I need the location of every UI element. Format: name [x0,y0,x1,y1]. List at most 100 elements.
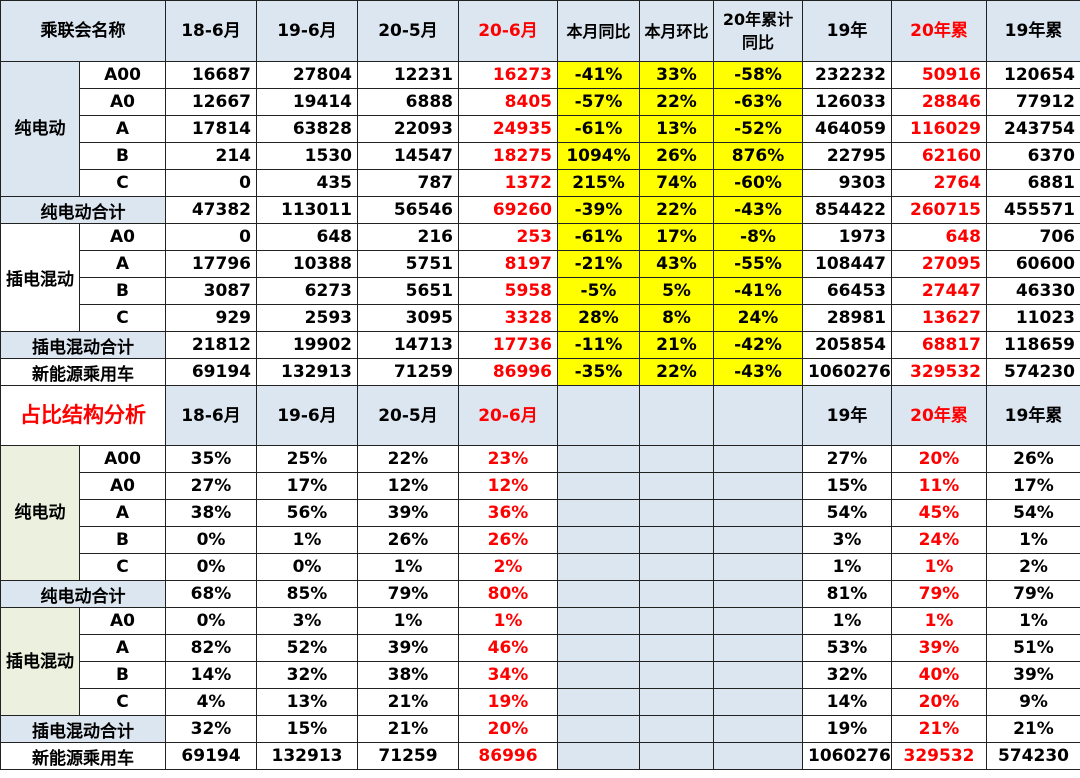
data-cell: 86996 [458,742,558,770]
segment-label: A0 [79,607,166,635]
data-cell: 26% [458,526,558,554]
table-row: B 14% 32% 38% 34% 32% 40% 39% [1,661,1080,689]
group-label-phev: 插电混动 [0,223,80,332]
data-cell: 21% [986,715,1080,743]
data-cell: 3328 [458,304,558,332]
data-cell: 9303 [802,169,892,197]
data-cell: -11% [557,331,640,359]
segment-label: B [79,526,166,554]
table-row: 新能源乘用车 69194 132913 71259 86996 -35% 22% -43% 10… [0,358,1080,386]
table-row: 纯电动 A00 35% 25% 22% 23% 27% 20% 26% [0,445,1080,581]
column-header: 19年累 [986,385,1080,446]
data-cell: 20% [891,688,987,716]
data-cell: 19414 [256,88,358,116]
segment-label: A [79,115,166,143]
data-cell: 1530 [256,142,358,170]
data-cell: 17796 [165,250,257,278]
data-cell: -55% [713,250,803,278]
blank-cell [713,661,803,689]
data-cell: 1% [891,553,987,581]
table-row: A 17796 10388 5751 8197 -21% 43% -55% 108447 2709… [1,250,1080,278]
data-cell: 47382 [165,196,257,224]
table-row: A0 27% 17% 12% 12% 15% 11% 17% [1,472,1080,500]
data-cell: 86996 [458,358,558,386]
data-cell: 8197 [458,250,558,278]
data-cell: 232232 [802,61,892,89]
data-cell: 21% [891,715,987,743]
data-cell: 118659 [986,331,1080,359]
data-cell: 1372 [458,169,558,197]
column-header: 18-6月 [165,0,257,62]
data-cell: 32% [165,715,257,743]
data-cell: 68% [165,580,257,608]
data-cell: 1% [986,526,1080,554]
data-cell: 34% [458,661,558,689]
data-cell: 43% [639,250,714,278]
data-cell: 74% [639,169,714,197]
blank-cell [713,385,803,446]
table-row: 插电混动 A0 0% 3% 1% 1% 1% 1% 1% [0,607,1080,716]
data-cell: 27% [802,445,892,473]
data-cell: 13627 [891,304,987,332]
data-cell: -58% [713,61,803,89]
data-cell: 54% [802,499,892,527]
data-cell: 1% [986,607,1080,635]
data-cell: 13% [256,688,358,716]
table-row: 纯电动 A00 16687 27804 12231 16273 -41% 33% -58% 232… [0,61,1080,197]
data-cell: 1060276 [802,742,892,770]
data-cell: 12231 [357,61,459,89]
data-cell: 8405 [458,88,558,116]
column-header: 19年 [802,0,892,62]
nev-label: 新能源乘用车 [0,742,166,770]
data-cell: 82% [165,634,257,662]
data-cell: 435 [256,169,358,197]
data-cell: 120654 [986,61,1080,89]
data-cell: 14713 [357,331,459,359]
data-cell: 205854 [802,331,892,359]
blank-cell [557,742,640,770]
data-cell: 20% [891,445,987,473]
data-cell: 11% [891,472,987,500]
table-row: C 929 2593 3095 3328 28% 8% 24% 28981 13627 11023 [1,304,1080,332]
data-cell: 10388 [256,250,358,278]
data-cell: 6273 [256,277,358,305]
table-row: 插电混动合计 32% 15% 21% 20% 19% 21% 21% [0,715,1080,743]
data-cell: 787 [357,169,459,197]
column-header: 20年累 [891,0,987,62]
segment-label: C [79,553,166,581]
data-cell: 39% [357,634,459,662]
blank-cell [639,526,714,554]
data-cell: 11023 [986,304,1080,332]
data-cell: 3095 [357,304,459,332]
data-cell: 1% [357,607,459,635]
data-cell: 68817 [891,331,987,359]
table-row: A 17814 63828 22093 24935 -61% 13% -52% 464059 11… [1,115,1080,143]
data-cell: 77912 [986,88,1080,116]
data-cell: 79% [986,580,1080,608]
data-cell: 1% [891,607,987,635]
data-cell: 108447 [802,250,892,278]
blank-cell [557,445,640,473]
data-cell: 15% [256,715,358,743]
table-row: 乘联会名称 18-6月 19-6月 20-5月 20-6月 本月同比 本月环比 20年累计同比… [0,0,1080,62]
segment-label: A [79,499,166,527]
data-cell: 28% [557,304,640,332]
segment-label: A0 [79,472,166,500]
table-row: 插电混动 A0 0 648 216 253 -61% 17% -8% 1973 648 706 [0,223,1080,332]
data-cell: 27447 [891,277,987,305]
data-cell: 6881 [986,169,1080,197]
column-header: 18-6月 [165,385,257,446]
data-cell: 706 [986,223,1080,251]
data-cell: 79% [357,580,459,608]
data-cell: 1% [802,607,892,635]
table-row: B 3087 6273 5651 5958 -5% 5% -41% 66453 27447 4633… [1,277,1080,305]
segment-label: A0 [79,223,166,251]
nev-label: 新能源乘用车 [0,358,166,386]
segment-label: A00 [79,61,166,89]
data-cell: 9% [986,688,1080,716]
data-cell: 3% [256,607,358,635]
data-cell: 69194 [165,358,257,386]
blank-cell [713,634,803,662]
blank-cell [557,688,640,716]
